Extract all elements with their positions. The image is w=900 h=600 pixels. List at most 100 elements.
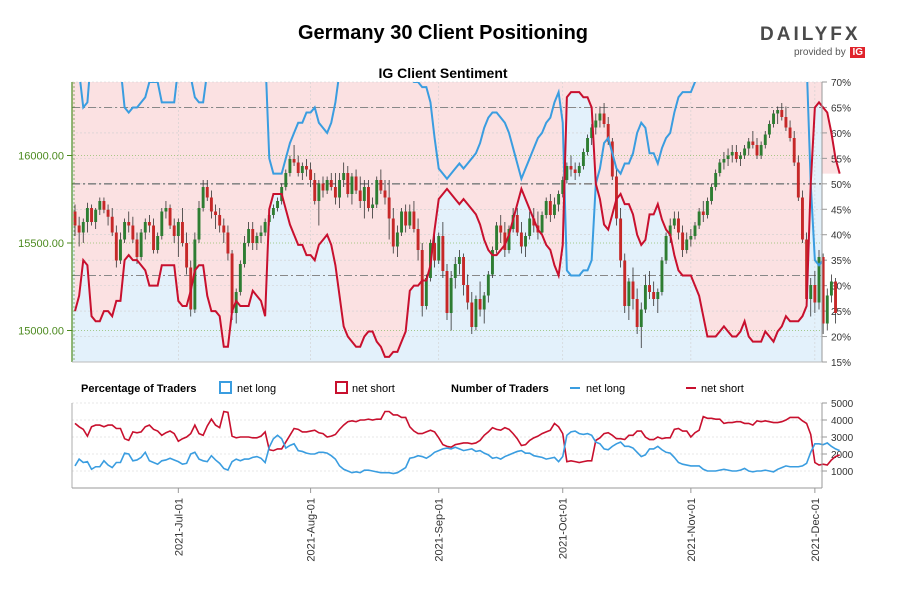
- percent-tick-label: 50%: [831, 180, 851, 191]
- candle-body: [325, 180, 329, 191]
- legend-pct-short-swatch: [335, 381, 348, 394]
- candle-body: [615, 176, 618, 219]
- candle-body: [238, 264, 242, 292]
- candle-body: [780, 110, 784, 117]
- candle-body: [548, 201, 552, 215]
- candle-body: [77, 225, 81, 233]
- date-tick-label: 2021-Jul-01: [173, 498, 185, 556]
- candle-body: [681, 232, 685, 250]
- legend-pct-long-label: net long: [237, 383, 276, 395]
- candle-body: [825, 295, 829, 324]
- candle-body: [623, 260, 627, 306]
- candle-body: [730, 152, 734, 156]
- candle-body: [718, 162, 722, 173]
- candle-body: [201, 187, 205, 208]
- candle-body: [544, 201, 548, 215]
- brand-sub-text: provided by: [794, 47, 846, 58]
- percent-tick-label: 15%: [831, 358, 851, 369]
- candle-body: [123, 222, 127, 240]
- traders-tick-label: 1000: [831, 467, 854, 478]
- candle-body: [263, 222, 267, 233]
- percent-tick-label: 30%: [831, 282, 851, 293]
- candle-body: [305, 166, 308, 170]
- candle-body: [73, 211, 77, 226]
- price-tick-label: 15000.00: [18, 326, 64, 338]
- short-fill-area: [72, 82, 840, 357]
- date-tick-label: 2021-Aug-01: [306, 498, 318, 562]
- candle-body: [821, 257, 825, 324]
- legend: Percentage of Traders net long net short…: [81, 381, 744, 395]
- candle-body: [296, 162, 300, 173]
- percent-tick-label: 65%: [831, 103, 851, 114]
- candle-body: [457, 257, 461, 264]
- candle-body: [391, 218, 395, 247]
- percent-tick-label: 25%: [831, 307, 851, 318]
- net-long-pct-line: [79, 82, 822, 277]
- candle-body: [519, 232, 523, 247]
- candle-body: [437, 236, 441, 261]
- candle-body: [106, 209, 110, 217]
- traders-tick-label: 4000: [831, 416, 854, 427]
- candle-body: [147, 222, 151, 226]
- candle-body: [94, 209, 98, 222]
- candle-body: [672, 218, 676, 226]
- candle-body: [573, 169, 577, 173]
- candle-body: [218, 215, 222, 226]
- candle-body: [102, 201, 106, 210]
- candle-body: [255, 236, 259, 243]
- candle-body: [619, 218, 623, 261]
- candle-body: [474, 299, 478, 327]
- traders-tick-label: 2000: [831, 450, 854, 461]
- candle-body: [284, 173, 288, 187]
- candle-body: [230, 253, 234, 313]
- traders-panel: 1000 2000 3000 4000 5000 2021-Jul-01 2021-Aug-…: [71, 399, 854, 562]
- candle-body: [652, 292, 656, 299]
- candle-body: [247, 229, 251, 243]
- candle-body: [805, 239, 809, 299]
- candle-body: [705, 201, 709, 215]
- candle-body: [540, 215, 544, 233]
- candle-body: [321, 183, 325, 191]
- dailyfx-logo: DAILYFX: [760, 24, 861, 45]
- candle-body: [350, 176, 354, 194]
- candle-body: [581, 152, 585, 166]
- candle-body: [767, 124, 771, 135]
- candle-body: [524, 236, 527, 247]
- legend-pct-short-label: net short: [352, 383, 395, 395]
- candle-body: [685, 239, 689, 250]
- candle-body: [387, 197, 391, 219]
- candle-body: [693, 225, 697, 236]
- candle-body: [313, 180, 317, 201]
- candle-body: [772, 113, 775, 124]
- candle-body: [197, 208, 201, 240]
- candle-body: [639, 309, 643, 327]
- candle-body: [664, 236, 668, 261]
- candle-body: [528, 218, 532, 236]
- candle-body: [813, 285, 817, 303]
- candle-body: [557, 194, 561, 205]
- candle-body: [635, 299, 639, 327]
- candle-body: [143, 222, 147, 233]
- candle-body: [486, 274, 490, 296]
- candle-body: [701, 211, 705, 215]
- candle-body: [586, 138, 589, 152]
- candle-body: [424, 278, 428, 306]
- percent-tick-label: 40%: [831, 231, 851, 242]
- candle-body: [495, 225, 499, 250]
- candle-body: [362, 187, 366, 201]
- candle-body: [416, 229, 420, 250]
- candle-body: [697, 211, 701, 226]
- candle-body: [346, 173, 350, 194]
- candle-body: [271, 208, 275, 215]
- percent-tick-label: 45%: [831, 205, 851, 216]
- candle-body: [726, 155, 730, 159]
- candle-body: [131, 225, 135, 240]
- ig-logo: IG: [850, 47, 866, 58]
- legend-pct-long-swatch: [219, 381, 232, 394]
- candle-body: [412, 211, 416, 229]
- candle-body: [371, 204, 375, 208]
- candle-body: [470, 302, 474, 327]
- candle-body: [660, 260, 664, 292]
- candle-body: [309, 169, 313, 180]
- candle-body: [395, 232, 399, 247]
